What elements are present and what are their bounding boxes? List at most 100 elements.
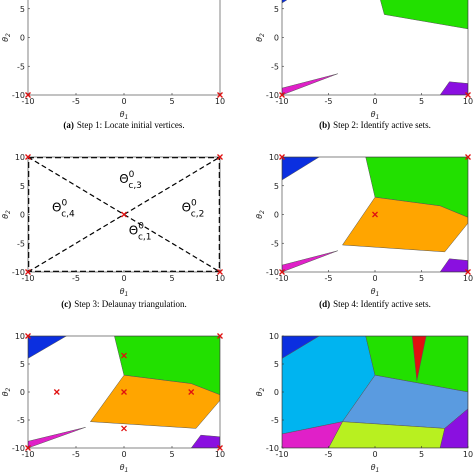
region-label: Θ0 c,4	[52, 199, 75, 220]
x-tick-label: -10	[275, 274, 288, 283]
y-tick-label: -5	[271, 239, 279, 248]
y-tick-label: 0	[20, 34, 25, 43]
y-tick-label: 5	[20, 5, 25, 14]
x-tick-label: 0	[372, 97, 377, 106]
region	[89, 374, 220, 429]
y-tick-label: -10	[266, 268, 279, 277]
text-part: c,1	[138, 233, 152, 243]
vertex-marker	[121, 352, 127, 359]
x-axis-label: θ1	[371, 110, 380, 121]
y-tick-label: -5	[271, 62, 279, 71]
y-tick-label: -10	[12, 444, 25, 453]
vertex-marker	[25, 269, 31, 275]
text-part: Θ	[182, 201, 191, 215]
vertex-marker	[372, 211, 378, 218]
y-tick-label: 10	[15, 153, 25, 162]
region-label: Θ0 c,2	[182, 199, 205, 220]
text-part: θ	[120, 463, 125, 472]
y-tick-label: 5	[20, 182, 25, 191]
triangulation-edge	[28, 157, 220, 272]
vertex-marker	[217, 92, 223, 98]
text-part: θ	[371, 287, 376, 296]
region	[380, 0, 468, 30]
vertex-marker	[217, 333, 223, 339]
text-part: Θ	[119, 172, 128, 186]
x-tick-label: 0	[121, 450, 126, 459]
text-part: Step 4: Identify active sets.	[333, 299, 431, 309]
y-axis-label: θ2	[1, 387, 12, 396]
text-part: θ	[255, 391, 264, 396]
text-part: (b)	[319, 120, 330, 130]
text-part: (a)	[63, 120, 74, 130]
text-part: 0	[138, 222, 144, 232]
text-part: 1	[125, 114, 129, 121]
y-tick-label: 5	[274, 182, 279, 191]
plot	[28, 157, 220, 272]
plot	[282, 0, 468, 95]
region	[341, 196, 468, 253]
x-tick-label: 10	[215, 97, 225, 106]
region	[28, 336, 67, 359]
text-part: c,3	[128, 181, 142, 191]
region	[282, 0, 288, 4]
x-tick-label: -10	[275, 450, 288, 459]
x-tick-label: -10	[21, 274, 34, 283]
caption: (b) Step 2: Identify active sets.	[319, 120, 431, 130]
y-axis-label: θ2	[255, 33, 266, 42]
y-tick-label: -5	[17, 416, 25, 425]
plot	[282, 157, 468, 272]
x-axis-label: θ1	[120, 287, 129, 298]
y-tick-label: 10	[269, 332, 279, 341]
y-axis-label: θ2	[255, 210, 266, 219]
x-tick-label: -10	[21, 450, 34, 459]
x-axis-label: θ1	[371, 287, 380, 298]
x-tick-label: 5	[169, 274, 174, 283]
x-tick-label: 0	[372, 450, 377, 459]
plot	[282, 336, 468, 448]
region	[282, 250, 338, 272]
y-tick-label: 0	[274, 211, 279, 220]
text-part: θ	[255, 214, 264, 219]
x-tick-label: 5	[419, 274, 424, 283]
text-part: θ	[1, 214, 10, 219]
axes-box	[27, 0, 221, 96]
triangulation-edge	[28, 157, 220, 272]
region	[439, 408, 468, 448]
vertex-marker	[217, 154, 223, 160]
vertex-marker	[465, 92, 471, 98]
text-part: 0	[191, 199, 197, 209]
region-label: Θ0 c,1	[129, 222, 152, 243]
vertex-marker	[465, 154, 471, 160]
vertex-marker	[121, 211, 127, 218]
region	[439, 81, 468, 95]
y-tick-label: 10	[269, 153, 279, 162]
text-part: 0	[61, 199, 67, 209]
vertex-marker	[279, 154, 285, 160]
x-tick-label: 10	[215, 274, 225, 283]
caption: (c) Step 3: Delaunay triangulation.	[61, 299, 186, 309]
x-tick-label: 5	[169, 450, 174, 459]
region	[411, 336, 427, 381]
text-part: Θ	[129, 224, 138, 238]
text-part: θ	[120, 287, 125, 296]
x-tick-label: -5	[325, 274, 333, 283]
x-tick-label: -5	[72, 450, 80, 459]
text-part: Θ	[52, 201, 61, 215]
x-tick-label: -5	[325, 97, 333, 106]
vertex-marker	[25, 445, 31, 451]
text-part: 2	[259, 210, 266, 214]
x-tick-label: 10	[463, 274, 473, 283]
y-axis-label: θ2	[1, 33, 12, 42]
text-part: 2	[5, 387, 12, 391]
x-tick-label: 5	[419, 97, 424, 106]
y-tick-label: 5	[274, 5, 279, 14]
x-tick-label: 0	[372, 274, 377, 283]
vertex-marker	[279, 269, 285, 275]
vertex-marker	[188, 389, 195, 395]
text-part: 1	[376, 291, 380, 298]
text-part: θ	[371, 110, 376, 119]
text-part: 2	[259, 387, 266, 391]
text-part: 2	[5, 33, 12, 37]
text-part: 1	[125, 291, 129, 298]
y-axis-label: θ2	[1, 210, 12, 219]
